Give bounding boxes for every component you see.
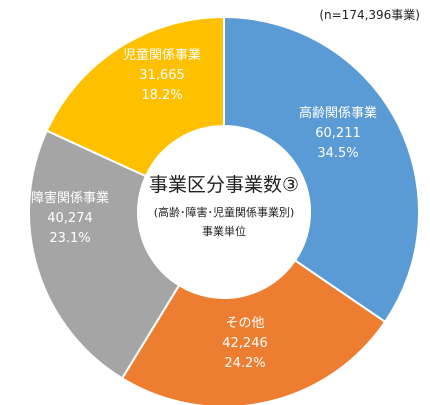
slice-3	[28, 129, 181, 380]
slice-1	[223, 15, 420, 324]
sample-size-note: (n=174,396事業)	[319, 8, 420, 22]
slice-1-percent: 34.5%	[317, 146, 358, 161]
slice-3-percent: 23.1%	[49, 231, 90, 246]
slice-2-percent: 24.2%	[224, 356, 265, 371]
slice-4-value: 31,665	[139, 68, 185, 83]
chart-title: 事業区分事業数③	[149, 174, 299, 196]
slice-3-label: 障害関係事業	[31, 190, 109, 206]
slice-3-value: 40,274	[47, 211, 93, 226]
slice-1-label: 高齢関係事業	[299, 105, 377, 121]
chart-unit-label: 事業単位	[202, 224, 246, 238]
slice-2	[120, 259, 387, 405]
slice-2-label: その他	[225, 316, 264, 331]
slice-4-percent: 18.2%	[141, 88, 182, 103]
slice-1-value: 60,211	[315, 126, 361, 141]
slice-4-label: 児童関係事業	[123, 47, 201, 63]
chart-subtitle: (高齢･障害･児童関係事業別)	[154, 205, 295, 219]
slice-4	[45, 15, 225, 178]
slice-2-value: 42,246	[222, 336, 268, 351]
